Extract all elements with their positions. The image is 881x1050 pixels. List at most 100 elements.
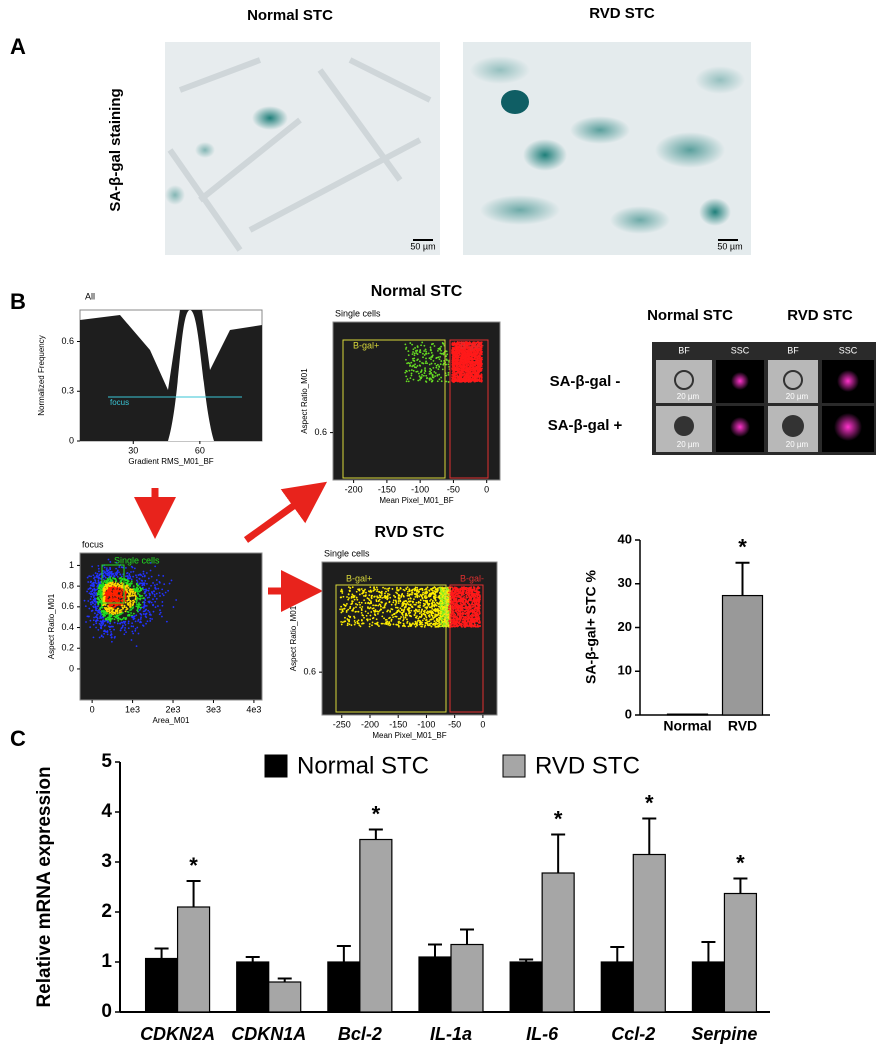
event-dot xyxy=(133,600,135,602)
event-dot xyxy=(140,618,142,620)
micrograph: 50 µm xyxy=(165,42,440,255)
panel-label: C xyxy=(10,726,26,751)
y-tick-label: 0 xyxy=(69,435,74,445)
event-dot xyxy=(468,377,470,379)
event-dot xyxy=(405,587,407,589)
event-dot xyxy=(107,621,109,623)
event-dot xyxy=(99,573,101,575)
event-dot xyxy=(143,607,145,609)
y-tick-label: 0.6 xyxy=(61,336,74,346)
event-dot xyxy=(93,586,95,588)
event-dot xyxy=(412,348,414,350)
event-dot xyxy=(106,613,108,615)
event-dot xyxy=(125,609,127,611)
event-dot xyxy=(437,374,439,376)
event-dot xyxy=(466,375,468,377)
event-dot xyxy=(92,602,94,604)
event-dot xyxy=(442,368,444,370)
event-dot xyxy=(110,587,112,589)
event-dot xyxy=(415,621,417,623)
event-dot xyxy=(451,343,453,345)
event-dot xyxy=(422,356,424,358)
event-dot xyxy=(369,619,371,621)
event-dot xyxy=(392,601,394,603)
event-dot xyxy=(166,621,168,623)
event-dot xyxy=(429,379,431,381)
event-dot xyxy=(132,576,134,578)
event-dot xyxy=(407,378,409,380)
event-dot xyxy=(455,345,457,347)
event-dot xyxy=(429,616,431,618)
event-dot xyxy=(361,612,363,614)
event-dot xyxy=(100,624,102,626)
event-dot xyxy=(119,581,121,583)
event-dot xyxy=(132,591,134,593)
event-dot xyxy=(357,611,359,613)
event-dot xyxy=(414,352,416,354)
event-dot xyxy=(466,377,468,379)
event-dot xyxy=(367,607,369,609)
event-dot xyxy=(348,597,350,599)
event-dot xyxy=(417,353,419,355)
event-dot xyxy=(133,585,135,587)
event-dot xyxy=(102,636,104,638)
event-dot xyxy=(475,354,477,356)
event-dot xyxy=(407,586,409,588)
event-dot xyxy=(479,587,481,589)
event-dot xyxy=(468,380,470,382)
event-dot xyxy=(110,631,112,633)
event-dot xyxy=(122,618,124,620)
scale-bar-label: 50 µm xyxy=(410,241,435,251)
event-dot xyxy=(411,373,413,375)
event-dot xyxy=(451,369,453,371)
event-dot xyxy=(136,600,138,602)
event-dot xyxy=(119,618,121,620)
event-dot xyxy=(365,602,367,604)
event-dot xyxy=(142,588,144,590)
event-dot xyxy=(128,622,130,624)
event-dot xyxy=(128,573,130,575)
event-dot xyxy=(452,372,454,374)
event-dot xyxy=(365,611,367,613)
event-dot xyxy=(347,599,349,601)
event-dot xyxy=(471,372,473,374)
event-dot xyxy=(121,587,123,589)
scale-bar-label: 20 µm xyxy=(677,392,700,401)
event-dot xyxy=(114,588,116,590)
event-dot xyxy=(115,568,117,570)
event-dot xyxy=(138,578,140,580)
event-dot xyxy=(346,618,348,620)
event-dot xyxy=(400,616,402,618)
event-dot xyxy=(432,367,434,369)
event-dot xyxy=(400,622,402,624)
event-dot xyxy=(457,379,459,381)
event-dot xyxy=(131,582,133,584)
event-dot xyxy=(114,578,116,580)
event-dot xyxy=(139,594,141,596)
event-dot xyxy=(103,588,105,590)
event-dot xyxy=(115,606,117,608)
event-dot xyxy=(480,376,482,378)
event-dot xyxy=(98,593,100,595)
event-dot xyxy=(91,593,93,595)
event-dot xyxy=(424,624,426,626)
event-dot xyxy=(466,371,468,373)
event-dot xyxy=(149,611,151,613)
event-dot xyxy=(408,380,410,382)
event-dot xyxy=(115,616,117,618)
event-dot xyxy=(119,578,121,580)
event-dot xyxy=(154,594,156,596)
event-dot xyxy=(466,363,468,365)
event-dot xyxy=(367,612,369,614)
event-dot xyxy=(111,572,113,574)
event-dot xyxy=(145,615,147,617)
event-dot xyxy=(349,623,351,625)
event-dot xyxy=(419,604,421,606)
event-dot xyxy=(481,363,483,365)
event-dot xyxy=(430,346,432,348)
event-dot xyxy=(99,620,101,622)
event-dot xyxy=(110,580,112,582)
event-dot xyxy=(151,618,153,620)
event-dot xyxy=(103,580,105,582)
event-dot xyxy=(128,611,130,613)
